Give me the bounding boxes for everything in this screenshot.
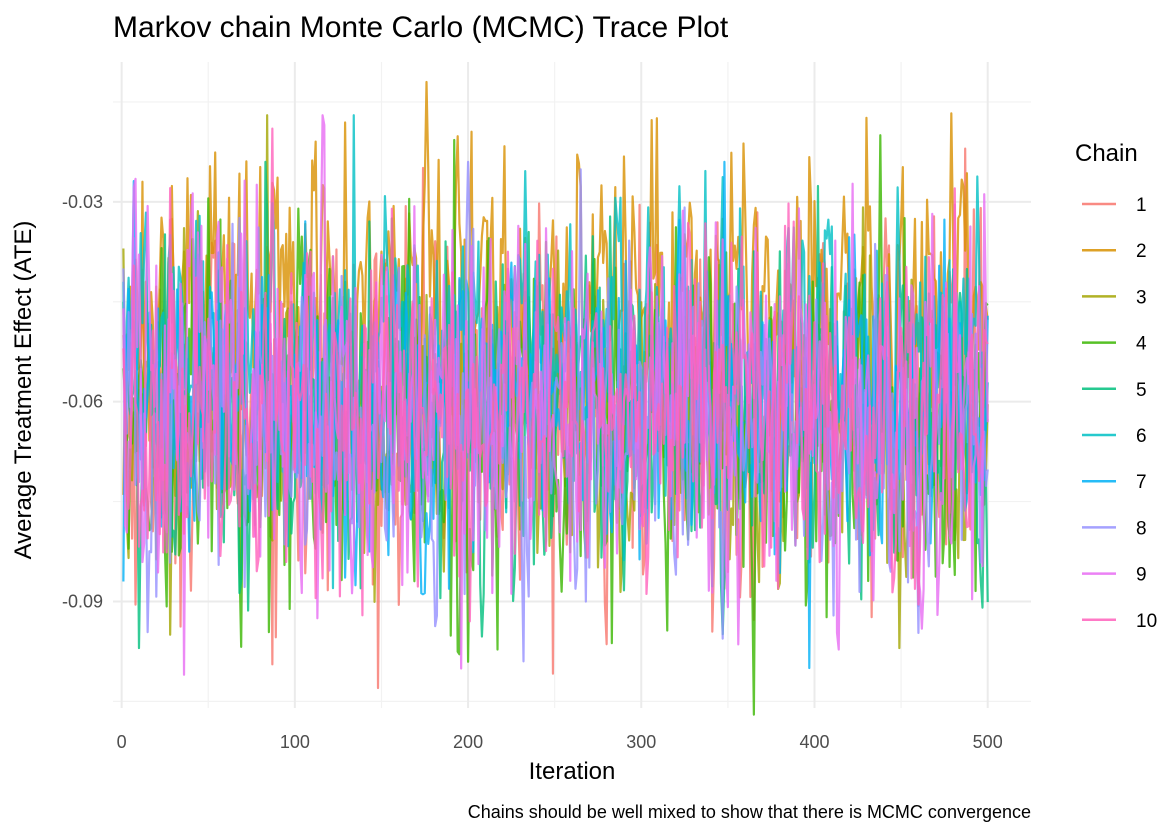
legend-label-chain-4: 4 xyxy=(1136,334,1147,355)
legend-label-chain-5: 5 xyxy=(1136,380,1147,401)
chart-title: Markov chain Monte Carlo (MCMC) Trace Pl… xyxy=(113,11,729,44)
legend-label-chain-2: 2 xyxy=(1136,241,1147,262)
x-tick-label: 300 xyxy=(626,732,656,752)
y-axis-title: Average Treatment Effect (ATE) xyxy=(10,221,37,560)
y-axis-ticks: -0.09 -0.06 -0.03 xyxy=(62,192,103,612)
plot-lines xyxy=(122,80,989,716)
legend-label-chain-6: 6 xyxy=(1136,426,1147,447)
legend-label-chain-1: 1 xyxy=(1136,195,1147,216)
x-tick-label: 200 xyxy=(453,732,483,752)
x-tick-label: 100 xyxy=(280,732,310,752)
legend-label-chain-9: 9 xyxy=(1136,565,1147,586)
x-tick-label: 500 xyxy=(973,732,1003,752)
legend-label-chain-3: 3 xyxy=(1136,287,1147,308)
legend-label-chain-10: 10 xyxy=(1136,611,1157,632)
chart-caption: Chains should be well mixed to show that… xyxy=(468,802,1031,822)
y-tick-label: -0.03 xyxy=(62,192,103,212)
x-tick-label: 400 xyxy=(799,732,829,752)
legend-label-chain-8: 8 xyxy=(1136,518,1147,539)
legend-label-chain-7: 7 xyxy=(1136,472,1147,493)
legend: Chain 1 2 3 4 5 6 7 8 9 10 xyxy=(1075,140,1157,632)
series-line-chain-10 xyxy=(122,127,989,623)
series-line-chain-7 xyxy=(122,160,989,670)
y-tick-label: -0.06 xyxy=(62,392,103,412)
y-tick-label: -0.09 xyxy=(62,591,103,611)
legend-title: Chain xyxy=(1075,140,1138,167)
x-axis-ticks: 0 100 200 300 400 500 xyxy=(117,732,1003,752)
x-tick-label: 0 xyxy=(117,732,127,752)
x-axis-title: Iteration xyxy=(529,758,616,785)
